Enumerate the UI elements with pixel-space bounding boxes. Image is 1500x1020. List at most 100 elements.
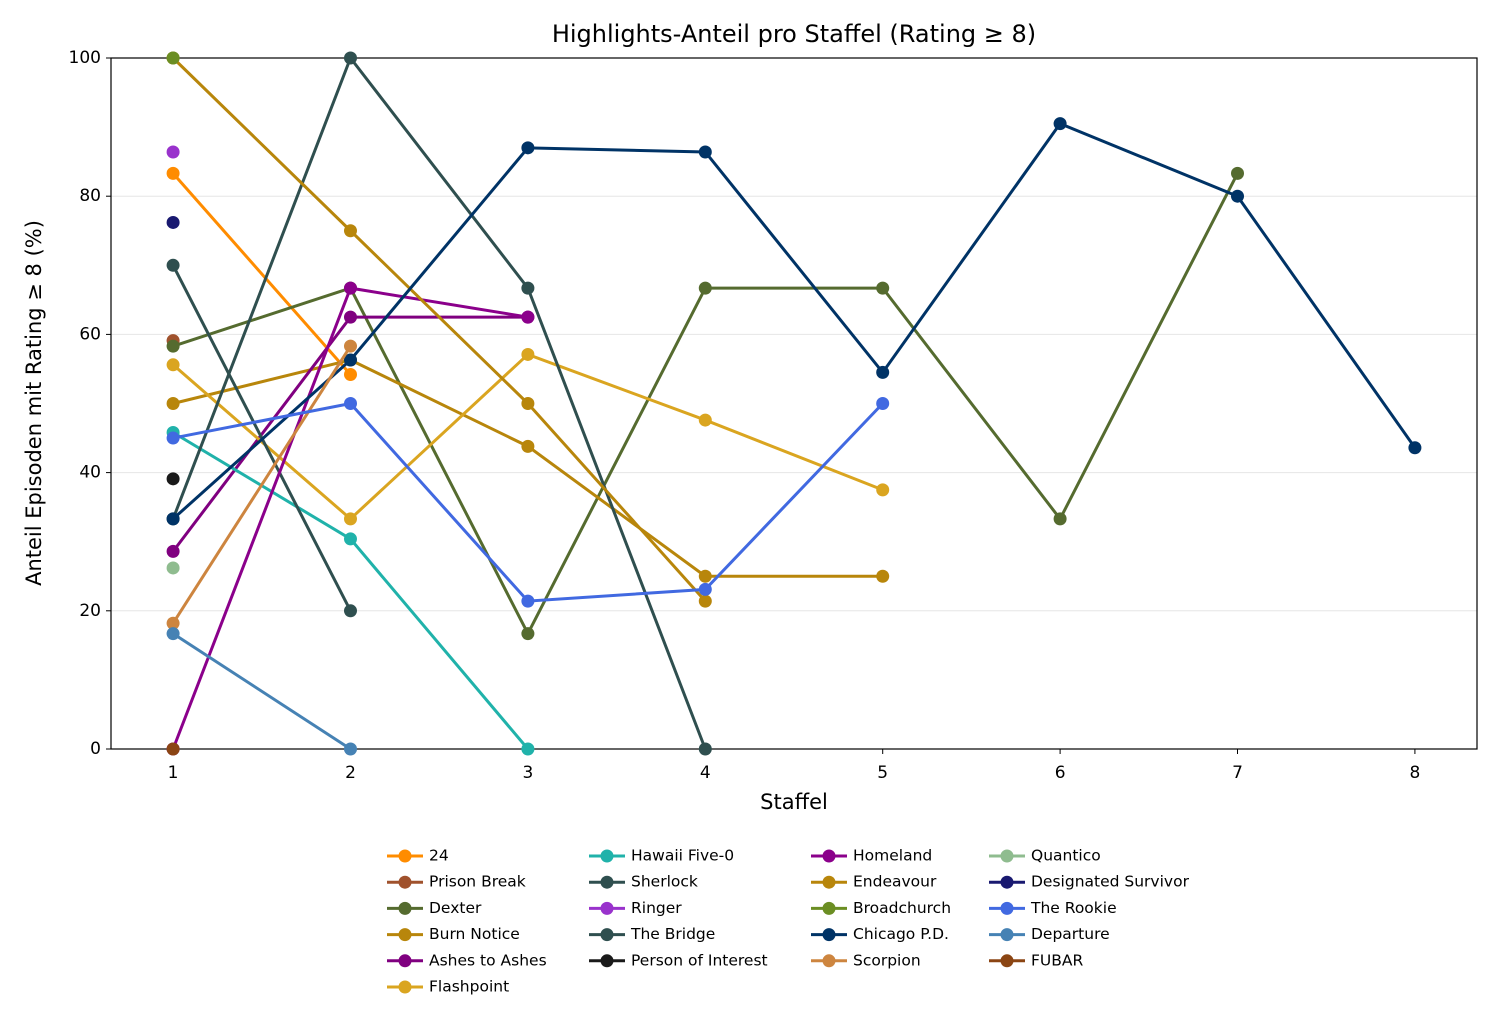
legend-marker	[822, 954, 836, 968]
point	[521, 281, 535, 295]
x-tick-label: 8	[1409, 763, 1420, 783]
point	[1231, 166, 1245, 180]
y-tick-label: 100	[69, 48, 101, 68]
legend-marker	[600, 928, 614, 942]
point	[166, 51, 180, 65]
legend-label: Homeland	[853, 847, 932, 865]
legend-label: Dexter	[429, 899, 482, 917]
legend-marker	[398, 849, 412, 863]
legend-marker	[1000, 928, 1014, 942]
point	[521, 141, 535, 155]
series-line	[172, 358, 883, 578]
point	[521, 742, 535, 756]
legend-marker	[600, 849, 614, 863]
legend-label: Broadchurch	[853, 899, 951, 917]
legend-marker	[398, 901, 412, 915]
legend-label: The Rookie	[1030, 899, 1117, 917]
point	[876, 483, 890, 497]
point	[166, 431, 180, 445]
legend-label: 24	[429, 847, 449, 865]
legend-label: Designated Survivor	[1031, 873, 1190, 891]
point	[343, 512, 357, 526]
legend-marker	[822, 849, 836, 863]
legend-marker	[600, 901, 614, 915]
point	[166, 215, 180, 229]
point	[698, 145, 712, 159]
point	[1053, 117, 1067, 131]
point	[876, 281, 890, 295]
point	[698, 413, 712, 427]
point	[698, 594, 712, 608]
series-line	[172, 401, 884, 603]
legend-label: Flashpoint	[429, 978, 509, 996]
legend-label: Burn Notice	[429, 925, 520, 943]
series-line	[172, 172, 1239, 637]
legend-label: Chicago P.D.	[853, 925, 949, 943]
point	[1053, 512, 1067, 526]
point	[1408, 441, 1422, 455]
legend-marker	[398, 928, 412, 942]
x-tick-label: 2	[345, 763, 356, 783]
point	[343, 339, 357, 353]
y-tick-label: 0	[90, 739, 101, 759]
legend-marker	[398, 954, 412, 968]
point	[166, 561, 180, 575]
legend-marker	[600, 954, 614, 968]
y-tick-label: 20	[79, 601, 101, 621]
legend-marker	[822, 901, 836, 915]
y-axis-label: Anteil Episoden mit Rating ≥ 8 (%)	[22, 220, 46, 586]
legend-marker	[600, 875, 614, 889]
legend-marker	[1000, 875, 1014, 889]
x-tick-label: 5	[877, 763, 888, 783]
point	[166, 339, 180, 353]
point	[521, 439, 535, 453]
point	[166, 616, 180, 630]
point	[166, 627, 180, 641]
point	[698, 742, 712, 756]
point	[343, 310, 357, 324]
series-line	[172, 121, 1417, 521]
chart-title: Highlights-Anteil pro Staffel (Rating ≥ …	[552, 20, 1036, 48]
legend-marker	[1000, 849, 1014, 863]
y-tick-label: 60	[79, 324, 101, 344]
legend-label: Prison Break	[429, 873, 526, 891]
point	[698, 569, 712, 583]
point	[343, 51, 357, 65]
point	[343, 367, 357, 381]
legend-label: Ashes to Ashes	[429, 951, 547, 969]
point	[698, 281, 712, 295]
legend-label: Quantico	[1031, 847, 1101, 865]
series-line	[171, 54, 707, 750]
legend-label: Hawaii Five-0	[631, 847, 734, 865]
legend-label: Scorpion	[853, 951, 921, 969]
legend-marker	[1000, 954, 1014, 968]
series-line	[172, 632, 352, 751]
legend-label: Ringer	[631, 899, 682, 917]
point	[166, 166, 180, 180]
point	[521, 627, 535, 641]
series-line	[172, 56, 707, 603]
point	[343, 224, 357, 238]
y-tick-label: 80	[79, 186, 101, 206]
point	[521, 310, 535, 324]
plot-frame	[110, 57, 1478, 750]
legend-marker	[1000, 901, 1014, 915]
point	[876, 397, 890, 410]
legend-label: FUBAR	[1031, 951, 1083, 969]
legend-marker	[822, 875, 836, 889]
point	[343, 281, 357, 295]
legend-label: Sherlock	[631, 873, 698, 891]
point	[166, 742, 180, 756]
point	[876, 569, 890, 583]
legend-marker	[822, 928, 836, 942]
point	[166, 358, 180, 372]
point	[698, 582, 712, 596]
legend-marker	[398, 875, 412, 889]
point	[521, 397, 535, 410]
series-line	[171, 345, 352, 625]
series-line	[172, 352, 884, 521]
point	[521, 594, 535, 608]
point	[166, 472, 180, 486]
point	[876, 365, 890, 379]
series-line	[171, 172, 352, 376]
